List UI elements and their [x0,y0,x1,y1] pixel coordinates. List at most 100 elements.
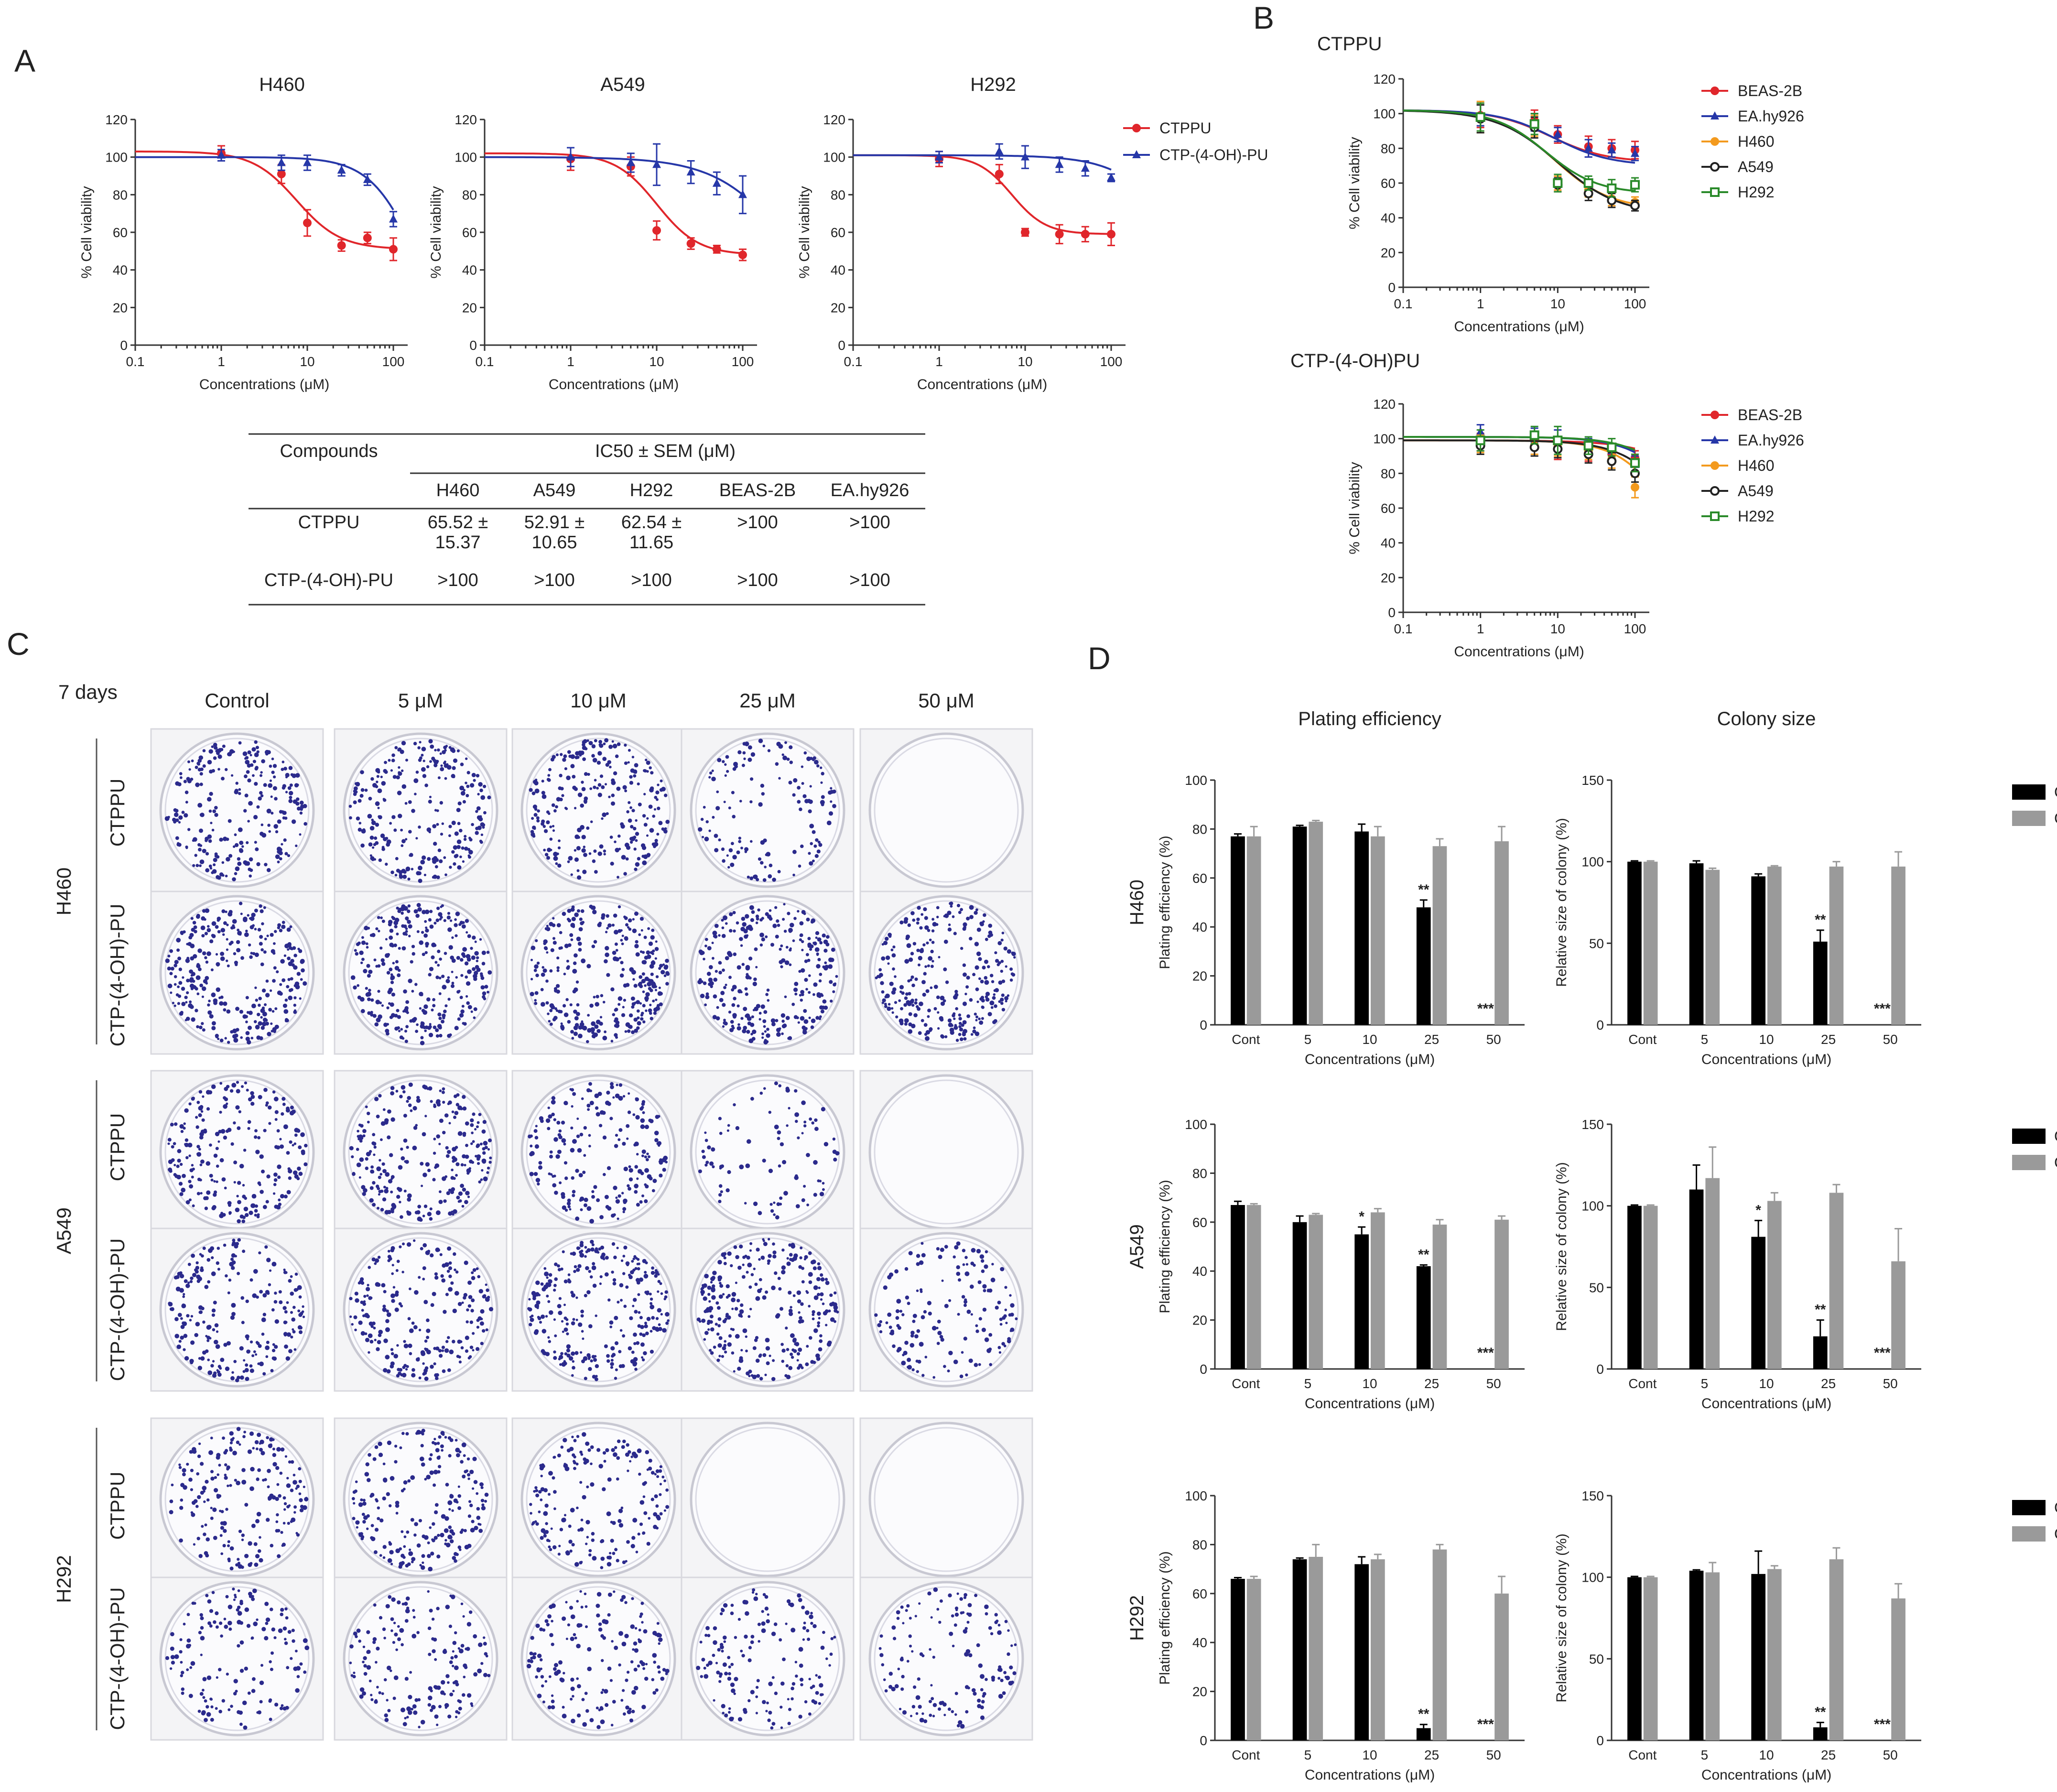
colony [713,994,717,999]
colony [626,810,629,814]
colony [544,1271,549,1277]
colony [610,1366,614,1369]
legend-label: CTPPU [1159,119,1211,137]
colony [178,1340,182,1343]
colony [487,1295,490,1299]
data-point [389,214,398,223]
colony [905,992,909,996]
colony [259,1183,261,1186]
colony [279,810,283,814]
colony [758,1211,762,1216]
colony [552,1018,556,1021]
colony [207,760,212,765]
colony [899,1018,904,1023]
colony [436,823,439,826]
colony [175,818,179,822]
colony [244,793,249,798]
colony [740,847,743,849]
colony [589,904,593,909]
colony [972,973,976,977]
colony [595,1364,599,1368]
colony [652,981,655,985]
colony [476,959,478,963]
colony [420,1036,424,1040]
colony [436,1102,441,1107]
colony [261,1317,266,1323]
colony [598,740,602,744]
colony [733,952,737,956]
colony [407,920,411,924]
colony [204,956,207,959]
colony [369,854,372,857]
colony [785,1016,790,1021]
colony [469,1320,473,1324]
colony [297,806,301,811]
colony [243,1206,249,1212]
colony [576,869,580,872]
legend-marker [1710,162,1720,172]
colony [818,1017,822,1021]
colony [252,774,255,777]
colony [567,909,572,913]
colony [255,1024,260,1030]
colony [549,837,553,841]
colony [556,923,561,927]
colony [778,1084,781,1087]
colony [559,931,563,934]
colony [535,939,538,943]
colony [618,1083,623,1087]
colony [833,983,836,987]
colony [530,977,533,980]
colony [635,952,640,957]
colony [253,1269,258,1274]
colony [702,836,704,838]
colony [701,1150,705,1153]
colony [460,1184,464,1188]
colony [808,1016,811,1019]
colony [249,1368,254,1373]
y-tick-label: 100 [1373,432,1396,446]
colony [891,1011,894,1014]
colony [380,1138,383,1141]
colony [409,1019,413,1023]
colony [489,1156,492,1160]
legend-marker [1711,111,1719,119]
colony [572,925,575,928]
colony [589,787,593,790]
colony [240,1036,243,1039]
colony [554,1334,557,1337]
colony [259,935,263,939]
colony [198,847,202,852]
colony [569,933,574,937]
colony [639,975,643,979]
colony [380,775,383,778]
colony [816,1357,821,1361]
colony [224,1037,227,1040]
colony [604,1195,609,1199]
colony [369,1186,374,1190]
colony [290,1275,293,1278]
data-point [1553,130,1562,138]
data-point [1631,149,1639,157]
colony [567,1198,571,1203]
colony [749,1308,752,1311]
colony [217,1038,220,1040]
table-cell: >100 [437,570,478,590]
colony [390,1177,393,1180]
colony [649,1292,652,1296]
colony [255,1150,260,1154]
colony [429,1217,433,1221]
colony [447,912,451,915]
colony [748,745,752,749]
colony [647,978,650,982]
colony [609,1117,613,1120]
colony [624,789,628,793]
colony [737,1265,742,1270]
colony [248,801,253,806]
colony [607,1298,611,1302]
colony [771,1022,776,1027]
colony [562,1330,564,1333]
colony [487,1166,490,1170]
colony [277,819,281,824]
colony [809,1117,812,1121]
